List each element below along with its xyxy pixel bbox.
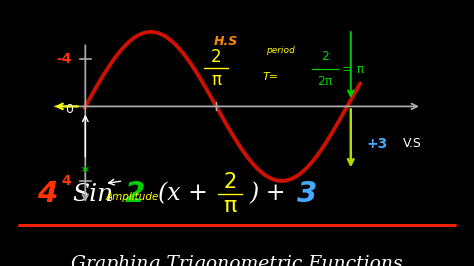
Text: ) +: ) +: [249, 183, 286, 206]
Text: ✶: ✶: [80, 164, 91, 177]
Text: 2: 2: [211, 48, 221, 66]
Text: Graphing Trigonometric Functions: Graphing Trigonometric Functions: [71, 255, 403, 266]
Text: V.S: V.S: [403, 137, 422, 150]
Text: +3: +3: [366, 137, 387, 151]
Text: = π: = π: [343, 63, 365, 76]
Text: period: period: [266, 46, 294, 55]
Text: -4: -4: [56, 52, 72, 65]
Text: 2: 2: [321, 50, 329, 63]
Text: 2: 2: [223, 172, 237, 192]
Text: π: π: [211, 71, 221, 89]
Text: T=: T=: [263, 72, 279, 82]
Text: 2π: 2π: [318, 75, 333, 88]
Text: Sin: Sin: [72, 183, 113, 206]
Text: 4: 4: [37, 180, 57, 208]
Text: Amplitude: Amplitude: [106, 192, 159, 202]
Text: H.S: H.S: [214, 35, 238, 48]
Text: (x +: (x +: [157, 183, 208, 206]
Text: 0: 0: [65, 103, 73, 115]
Text: 3: 3: [297, 180, 317, 208]
Text: 2: 2: [125, 180, 145, 208]
Text: π: π: [223, 196, 237, 216]
Text: 4: 4: [62, 174, 71, 188]
